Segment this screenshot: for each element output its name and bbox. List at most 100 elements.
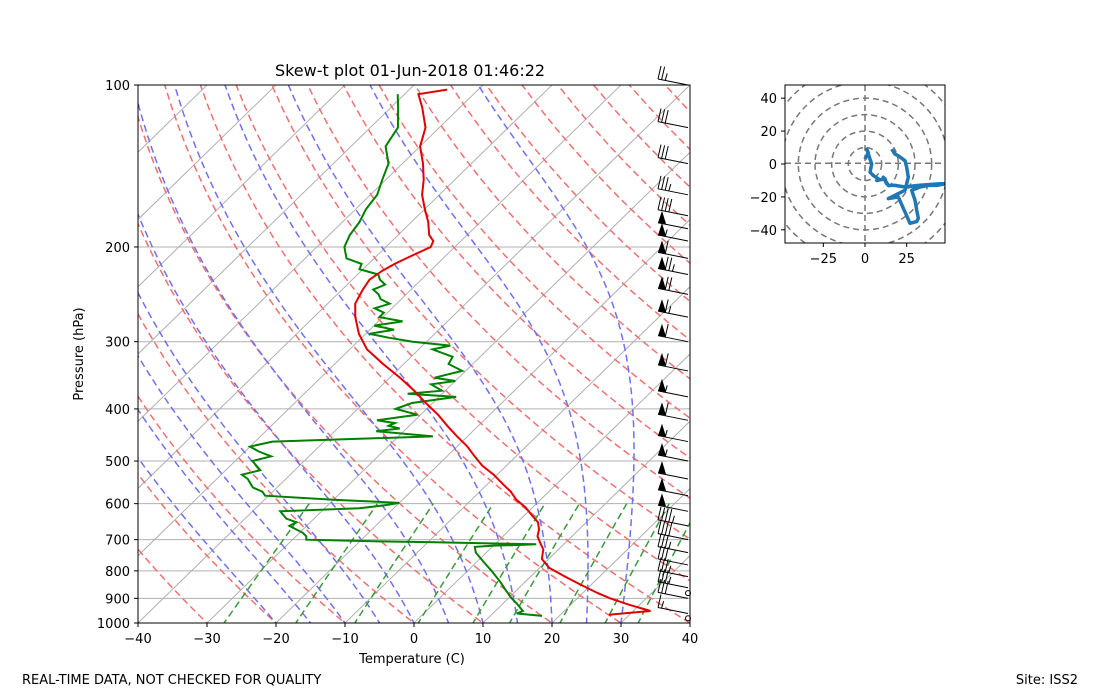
wind-barb-500 — [657, 443, 689, 462]
wind-barb-half — [661, 601, 665, 609]
dry-adiabat-30 — [163, 85, 623, 623]
wind-barb-full — [664, 240, 669, 254]
wind-barb-full — [664, 580, 669, 594]
y-tick-label: 1000 — [97, 617, 130, 632]
wind-barb-half — [671, 515, 675, 523]
mixing-ratio-4 — [417, 503, 494, 623]
hodo-y-tick-label: 40 — [760, 92, 777, 107]
y-tick-label: 700 — [105, 534, 130, 549]
isotherm--60 — [138, 85, 553, 490]
wind-barb-staff — [657, 558, 689, 566]
dry-adiabat-170 — [664, 85, 690, 113]
hodograph-trace — [863, 147, 945, 226]
wind-barb-full — [661, 197, 666, 211]
wind-barb-full — [657, 520, 662, 534]
isotherm--100 — [138, 85, 277, 221]
mixing-ratio-24 — [604, 503, 670, 623]
wind-barb-full — [664, 145, 669, 160]
wind-barb-staff — [657, 287, 689, 295]
wind-barb-staff — [657, 519, 689, 527]
wind-barb-staff — [657, 454, 689, 462]
isotherm--70 — [138, 85, 484, 422]
wind-barb-full — [664, 177, 669, 191]
site-label: Site: ISS2 — [1015, 673, 1078, 688]
wind-barb-half — [668, 306, 672, 314]
dewpoint-line — [239, 94, 543, 617]
wind-barb-580 — [657, 477, 689, 497]
isotherm--110 — [138, 85, 208, 153]
wind-barb-100 — [657, 65, 689, 86]
y-tick-label: 100 — [105, 79, 130, 94]
hodo-x-tick-label: 0 — [861, 252, 869, 267]
wind-barb-flag — [658, 223, 666, 237]
skewt-x-axis-label: Temperature (C) — [358, 652, 465, 667]
isobar-gridlines — [138, 85, 690, 623]
wind-barb-340 — [657, 352, 689, 372]
isotherm--40 — [138, 85, 690, 623]
wind-barb-225 — [657, 256, 689, 275]
moist-adiabats — [138, 85, 635, 623]
isotherm--140 — [0, 73, 12, 634]
wind-barb-380 — [657, 378, 689, 398]
wind-barb-full — [661, 176, 666, 190]
y-tick-label: 600 — [105, 498, 130, 513]
wind-barb-full — [664, 402, 669, 416]
wind-barb-staff — [657, 310, 689, 318]
wind-barb-flag — [658, 461, 666, 475]
wind-barb-full — [664, 299, 669, 313]
wind-barb-flag — [658, 443, 666, 457]
wind-barb-full — [664, 109, 669, 124]
wind-barb-270 — [657, 299, 689, 318]
dry-adiabat-120 — [485, 85, 690, 303]
wind-barb-full — [661, 579, 666, 594]
wind-barb-140 — [657, 144, 689, 165]
hodo-x-tick-label: 25 — [898, 252, 915, 267]
wind-barb-175 — [657, 196, 689, 217]
wind-barb-half — [668, 183, 672, 192]
wind-barb-full — [657, 65, 662, 80]
wind-barb-full — [657, 108, 662, 122]
wind-barb-staff — [657, 364, 689, 372]
wind-barb-flag — [658, 402, 666, 416]
mixing-ratio-0.4 — [223, 503, 310, 623]
hodo-x-tick-label: −25 — [810, 252, 837, 267]
moist-adiabat-25 — [369, 85, 589, 623]
dry-adiabat-200 — [772, 85, 1100, 634]
wind-barb-full — [661, 546, 666, 560]
moist-adiabat--10 — [138, 354, 346, 623]
dry-adiabat-190 — [737, 85, 1100, 634]
wind-barb-full — [657, 196, 662, 210]
isotherm-20 — [551, 487, 690, 623]
wind-barb-half — [668, 576, 672, 585]
wind-barb-flag — [658, 299, 666, 313]
wind-barb-half — [664, 385, 668, 393]
temperature-line — [354, 88, 651, 616]
wind-barb-staff — [657, 533, 689, 541]
wind-barb-half — [664, 429, 668, 438]
hodograph-plot: −25 0 25 −40 −20 0 20 40 — [750, 84, 946, 267]
wind-barb-staff — [657, 335, 689, 343]
wind-barb-staff — [657, 234, 689, 242]
isotherm--10 — [344, 286, 690, 623]
moist-adiabat--5 — [138, 291, 381, 623]
wind-barb-full — [661, 507, 666, 521]
wind-barb-740 — [657, 533, 689, 554]
x-tick-label: 10 — [475, 632, 492, 647]
wind-barb-185 — [657, 210, 689, 230]
dry-adiabat-130 — [521, 85, 690, 265]
wind-barb-300 — [657, 323, 689, 343]
dry-adiabat-0 — [138, 312, 416, 623]
wind-barb-full — [668, 257, 673, 271]
wind-barb-half — [664, 449, 668, 457]
dry-adiabats — [138, 85, 1100, 634]
wind-barb-full — [664, 547, 669, 561]
wind-barb-staff — [657, 546, 689, 554]
dry-adiabat-150 — [593, 85, 690, 189]
isotherm-0 — [413, 353, 690, 623]
wind-barb-full — [661, 66, 666, 80]
y-tick-label: 900 — [105, 592, 130, 607]
wind-barb-full — [657, 144, 662, 158]
wind-barb-full — [657, 579, 662, 593]
mixing-ratio-2 — [353, 503, 434, 623]
dry-adiabat-110 — [449, 85, 690, 341]
